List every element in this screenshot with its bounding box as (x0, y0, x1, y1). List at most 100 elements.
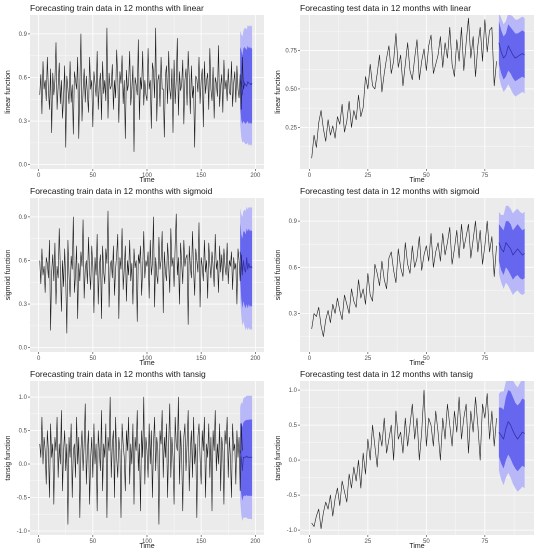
series-group (311, 381, 525, 529)
grid-lines (300, 381, 534, 535)
chart-panel-2: Forecasting test data in 12 months with … (270, 0, 539, 183)
x-tick-label: 75 (482, 173, 489, 179)
grid-lines (30, 198, 264, 352)
chart-title: Forecasting train data in 12 months with… (30, 3, 204, 13)
series-group (39, 395, 253, 525)
forecast-mean-line (498, 421, 525, 440)
y-tick-label: 0.6 (19, 75, 28, 81)
x-tick-label: 50 (423, 539, 430, 545)
forecast-interval-80-band (240, 45, 253, 124)
x-tick-label: 100 (142, 539, 153, 545)
forecast-mean-line (498, 242, 525, 256)
y-tick-label: 0.0 (19, 462, 28, 468)
forecast-interval-80-band (498, 21, 525, 82)
y-tick-label: 0.5 (19, 429, 28, 435)
x-tick-label: 75 (482, 356, 489, 362)
x-tick-label: 50 (89, 173, 96, 179)
y-tick-label: -0.5 (287, 493, 298, 499)
chart-title: Forecasting test data in 12 months with … (300, 369, 473, 379)
y-tick-label: -1.0 (287, 528, 298, 534)
axes: 0 25 50 75 0.25 0.50 0.75 (285, 48, 489, 179)
chart-panel-6: Forecasting test data in 12 months with … (270, 366, 539, 549)
y-tick-label: 0.3 (289, 312, 298, 318)
axes: 0 50 100 150 200 -1.0 -0.5 0.0 0.5 1.0 (17, 395, 261, 545)
x-tick-label: 25 (365, 539, 372, 545)
chart-svg: Forecasting test data in 12 months with … (275, 186, 534, 366)
y-tick-label: 0.50 (285, 87, 297, 93)
series-group (311, 205, 525, 337)
observed-series-line (39, 210, 243, 334)
x-tick-label: 50 (89, 539, 96, 545)
x-tick-label: 25 (365, 173, 372, 179)
plot-background (300, 381, 534, 535)
x-axis-title: Time (139, 543, 154, 549)
chart-panel-4: Forecasting test data in 12 months with … (270, 183, 539, 366)
x-tick-label: 25 (365, 356, 372, 362)
chart-title: Forecasting test data in 12 months with … (300, 186, 480, 196)
x-tick-label: 0 (37, 173, 41, 179)
x-tick-label: 100 (142, 173, 153, 179)
y-tick-label: 0.9 (289, 219, 298, 225)
chart-panel-5: Forecasting train data in 12 months with… (0, 366, 269, 549)
y-tick-label: 1.0 (19, 395, 28, 401)
x-axis-title: Time (139, 177, 154, 183)
y-tick-label: 0.9 (19, 32, 28, 38)
x-tick-label: 150 (196, 539, 207, 545)
series-group (39, 206, 253, 334)
forecast-mean-line (239, 77, 253, 96)
plot-background (300, 198, 534, 352)
chart-panel-1: Forecasting train data in 12 months with… (0, 0, 269, 183)
y-axis-title: sigmoid function (275, 250, 282, 301)
chart-panel-3: Forecasting train data in 12 months with… (0, 183, 269, 366)
x-tick-label: 50 (423, 356, 430, 362)
forecast-mean-line (239, 251, 253, 276)
x-tick-label: 100 (142, 356, 153, 362)
axes: 0 25 50 75 -1.0 -0.5 0.0 0.5 1.0 (287, 388, 489, 545)
y-tick-label: 0.0 (19, 346, 28, 352)
grid-lines (300, 198, 534, 352)
chart-svg: Forecasting test data in 12 months with … (275, 3, 534, 183)
y-tick-label: 0.3 (19, 302, 28, 308)
x-tick-label: 50 (423, 173, 430, 179)
y-tick-label: 0.0 (19, 163, 28, 169)
x-tick-label: 0 (308, 539, 312, 545)
y-tick-label: 0.75 (285, 48, 297, 54)
x-tick-label: 50 (89, 356, 96, 362)
y-tick-label: 0.9 (19, 215, 28, 221)
x-tick-label: 150 (196, 173, 207, 179)
observed-series-line (311, 389, 497, 529)
y-tick-label: 0.0 (289, 458, 298, 464)
x-tick-label: 0 (37, 356, 41, 362)
chart-title: Forecasting test data in 12 months with … (300, 3, 471, 13)
x-axis-title: Time (139, 360, 154, 366)
y-tick-label: 0.6 (289, 265, 298, 271)
y-axis-title: tansig function (5, 435, 12, 480)
chart-svg: Forecasting train data in 12 months with… (5, 369, 264, 549)
y-axis-title: tansig function (275, 435, 282, 480)
forecast-interval-80-band (498, 221, 525, 280)
observed-series-line (39, 27, 245, 152)
x-tick-label: 0 (308, 356, 312, 362)
x-tick-label: 200 (250, 173, 261, 179)
y-tick-label: -0.5 (17, 496, 28, 502)
y-tick-label: 0.6 (19, 258, 28, 264)
axes: 0 50 100 150 200 0.0 0.3 0.6 0.9 (19, 215, 261, 362)
forecast-interval-80-band (498, 390, 525, 472)
forecast-mean-line (498, 42, 525, 59)
x-axis-title: Time (409, 360, 424, 366)
x-axis-title: Time (409, 177, 424, 183)
grid-lines (300, 15, 534, 169)
y-tick-label: 1.0 (289, 388, 298, 394)
chart-svg: Forecasting train data in 12 months with… (5, 3, 264, 183)
observed-series-line (311, 17, 497, 159)
y-tick-label: 0.3 (19, 119, 28, 125)
series-group (311, 15, 525, 159)
y-axis-title: linear function (5, 70, 12, 114)
x-tick-label: 150 (196, 356, 207, 362)
observed-series-line (39, 396, 243, 525)
chart-title: Forecasting train data in 12 months with… (30, 369, 206, 379)
forecast-interval-80-band (240, 419, 253, 501)
y-tick-label: -1.0 (17, 529, 28, 535)
chart-svg: Forecasting test data in 12 months with … (275, 369, 534, 549)
